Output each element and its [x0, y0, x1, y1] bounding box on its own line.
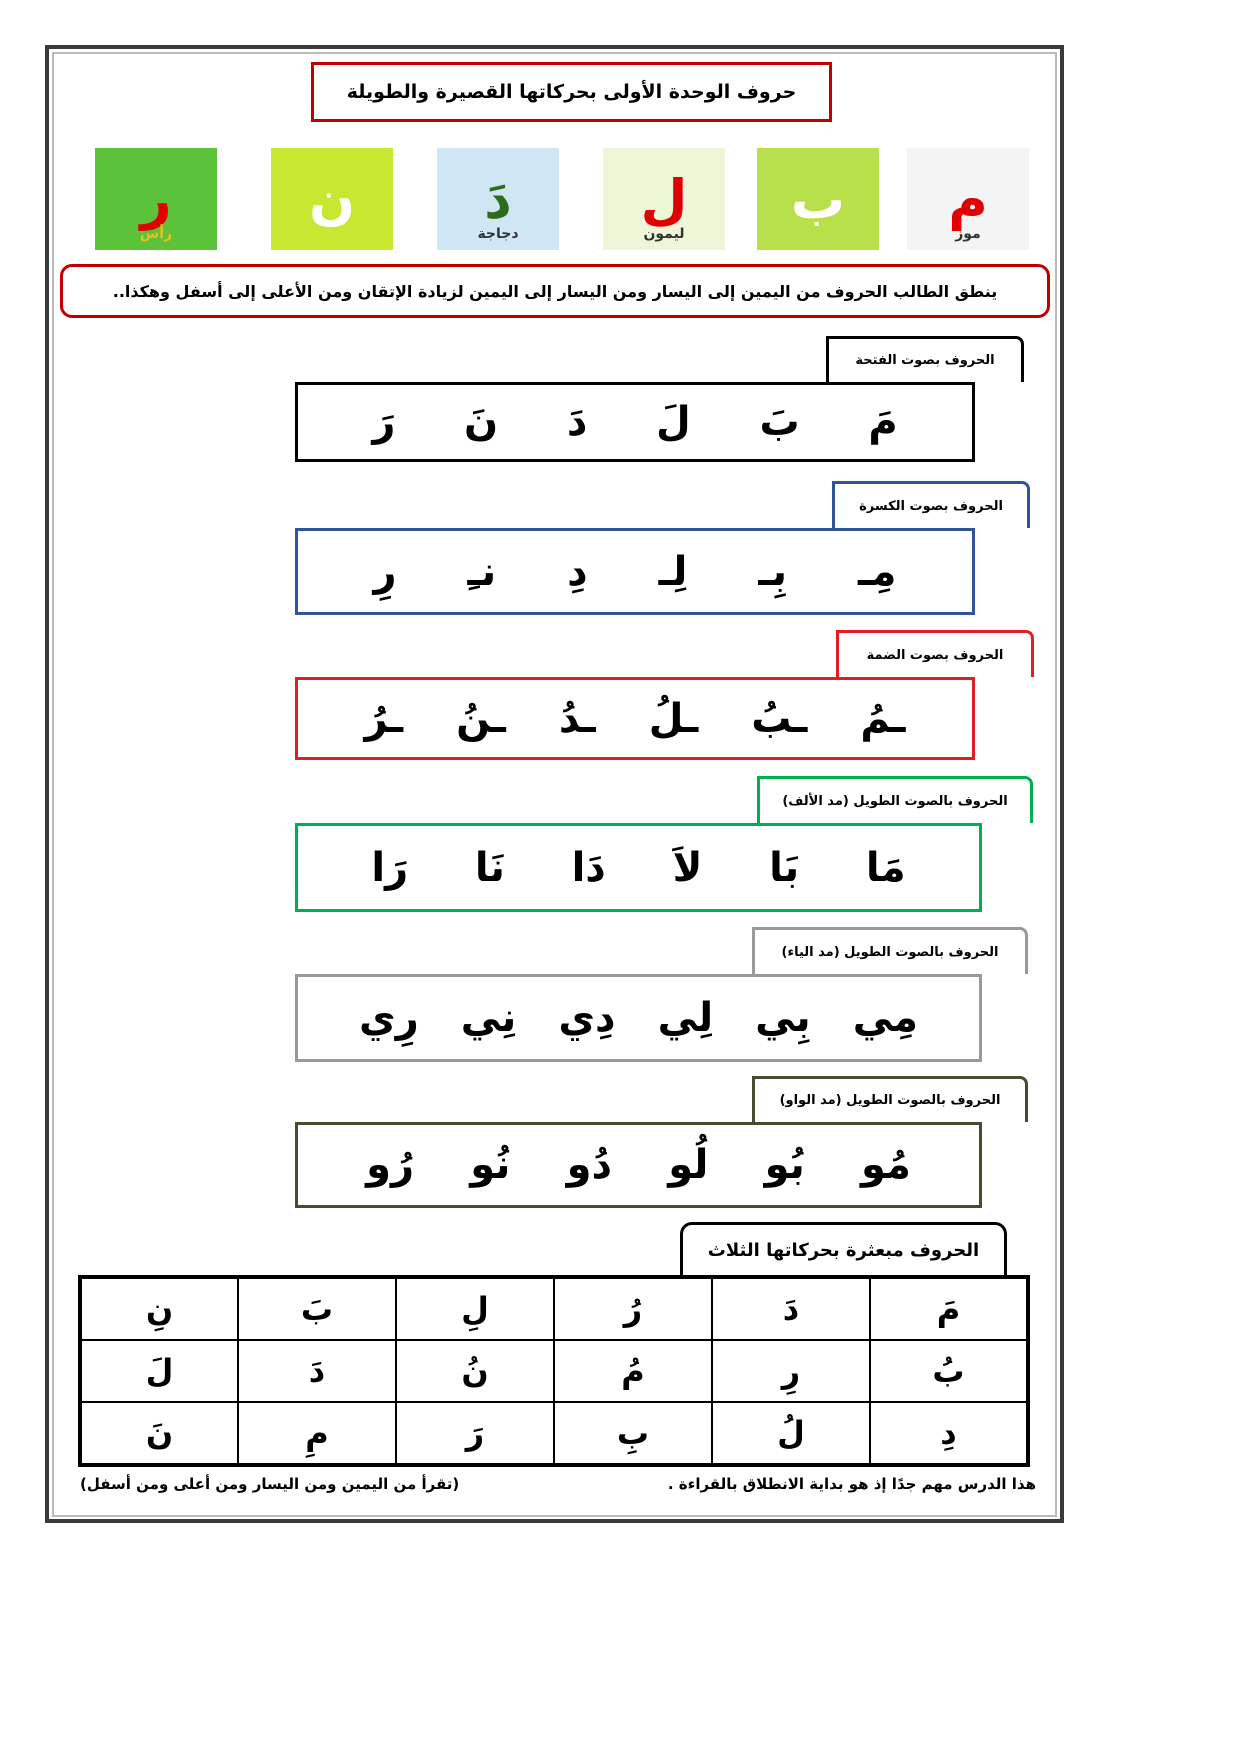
page-frame — [45, 45, 1064, 1523]
letters-box: ـمُ ـبُ ـلُ ـدُ ـنُ ـرُ — [295, 677, 975, 760]
table-cell: بِ — [553, 1400, 713, 1467]
picture-letter: ر — [140, 167, 172, 231]
letter: دَ — [566, 399, 588, 445]
letter: دِي — [558, 995, 616, 1041]
letter: نِي — [460, 995, 517, 1041]
scattered-label: الحروف مبعثرة بحركاتها الثلاث — [680, 1222, 1007, 1276]
letter: دِ — [567, 548, 588, 595]
table-cell: رَ — [395, 1400, 555, 1467]
letter: بِي — [755, 995, 811, 1041]
letter: ـدُ — [558, 695, 596, 742]
picture-word: ليمون — [643, 226, 685, 242]
table-cell: بَ — [237, 1275, 397, 1342]
table-cell: لُ — [711, 1400, 871, 1467]
table-cell: دَ — [711, 1275, 871, 1342]
table-cell: نِ — [79, 1275, 239, 1342]
letter-picture: ب — [757, 148, 879, 250]
letter: لَ — [656, 399, 691, 445]
picture-word: موز — [955, 226, 981, 242]
letter: رِي — [359, 995, 419, 1041]
table-cell: نَ — [79, 1400, 239, 1467]
letter: ـرُ — [364, 695, 404, 742]
letter: رَا — [371, 844, 409, 891]
section-label: الحروف بالصوت الطويل (مد الواو) — [752, 1076, 1028, 1122]
letters-box: مَ بَ لَ دَ نَ رَ — [295, 382, 975, 462]
picture-letter: دَ — [484, 167, 512, 231]
picture-word: دجاجة — [477, 226, 519, 242]
letter: مِي — [852, 995, 918, 1041]
footer-note: هذا الدرس مهم جدًا إذ هو بداية الانطلاق … — [667, 1475, 1036, 1493]
letter: مُو — [860, 1142, 911, 1188]
table-row: دِ لُ بِ رَ مِ نَ — [79, 1400, 1029, 1467]
letter: رُو — [366, 1142, 415, 1188]
page-title: حروف الوحدة الأولى بحركاتها القصيرة والط… — [311, 62, 832, 122]
table-cell: مِ — [237, 1400, 397, 1467]
letter: دُو — [566, 1142, 613, 1188]
picture-letter: ن — [308, 167, 356, 231]
letters-box: مُو بُو لُو دُو نُو رُو — [295, 1122, 982, 1208]
letter: رِ — [373, 548, 397, 595]
letter-picture: م موز — [907, 148, 1029, 250]
table-cell: رُ — [553, 1275, 713, 1342]
letters-box: مَا بَا لاَ دَا نَا رَا — [295, 823, 982, 912]
page-inner-frame — [52, 52, 1057, 1517]
section-label: الحروف بصوت الكسرة — [832, 481, 1030, 528]
table-cell: بُ — [869, 1339, 1029, 1403]
letter: بَ — [759, 399, 800, 445]
table-cell: دِ — [869, 1400, 1029, 1467]
section-label: الحروف بصوت الفتحة — [826, 336, 1024, 382]
table-cell: مُ — [553, 1339, 713, 1403]
letters-box: مِـ بِـ لِـ دِ نـِ رِ — [295, 528, 975, 615]
table-row: بُ رِ مُ نُ دَ لَ — [79, 1339, 1029, 1403]
table-cell: رِ — [711, 1339, 871, 1403]
table-cell: لِ — [395, 1275, 555, 1342]
letter: ـنُ — [456, 695, 506, 742]
picture-word: رأس — [139, 226, 173, 242]
section-label: الحروف بالصوت الطويل (مد الألف) — [757, 776, 1033, 823]
scattered-letters-table: مَ دَ رُ لِ بَ نِ بُ رِ مُ نُ دَ لَ دِ لُ بِ رَ مِ نَ — [78, 1275, 1030, 1467]
letter-picture: ر رأس — [95, 148, 217, 250]
letter: بُو — [764, 1142, 805, 1188]
letter: نَ — [464, 399, 499, 445]
letter-picture: ل ليمون — [603, 148, 725, 250]
table-row: مَ دَ رُ لِ بَ نِ — [79, 1275, 1029, 1342]
letter: مَا — [865, 844, 906, 891]
letter: نَا — [474, 844, 505, 891]
picture-letter: ب — [790, 167, 846, 231]
letter: ـمُ — [860, 695, 906, 742]
picture-letter: ل — [640, 167, 688, 231]
letter: لاَ — [672, 844, 703, 891]
letter: رَ — [372, 399, 396, 445]
letter: لُو — [668, 1142, 709, 1188]
letter: بِـ — [758, 548, 788, 595]
letters-box: مِي بِي لِي دِي نِي رِي — [295, 974, 982, 1062]
footer-reading-hint: (تقرأ من اليمين ومن اليسار ومن أعلى ومن … — [80, 1475, 460, 1493]
section-label: الحروف بالصوت الطويل (مد الياء) — [752, 927, 1028, 974]
letter: بَا — [769, 844, 800, 891]
table-cell: دَ — [237, 1339, 397, 1403]
letter: نُو — [470, 1142, 511, 1188]
table-cell: مَ — [869, 1275, 1029, 1342]
table-cell: لَ — [79, 1339, 239, 1403]
letter: نـِ — [467, 548, 497, 595]
picture-letter: م — [948, 167, 988, 231]
letter: دَا — [571, 844, 606, 891]
letter: لِـ — [658, 548, 688, 595]
letter: مَ — [868, 399, 898, 445]
letter: مِـ — [858, 548, 897, 595]
letter: ـبُ — [751, 695, 808, 742]
letter: لِي — [657, 995, 714, 1041]
section-label: الحروف بصوت الضمة — [836, 630, 1034, 677]
letter-picture: ن — [271, 148, 393, 250]
instruction-box: ينطق الطالب الحروف من اليمين إلى اليسار … — [60, 264, 1050, 318]
table-cell: نُ — [395, 1339, 555, 1403]
letter: ـلُ — [648, 695, 699, 742]
letter-picture: دَ دجاجة — [437, 148, 559, 250]
